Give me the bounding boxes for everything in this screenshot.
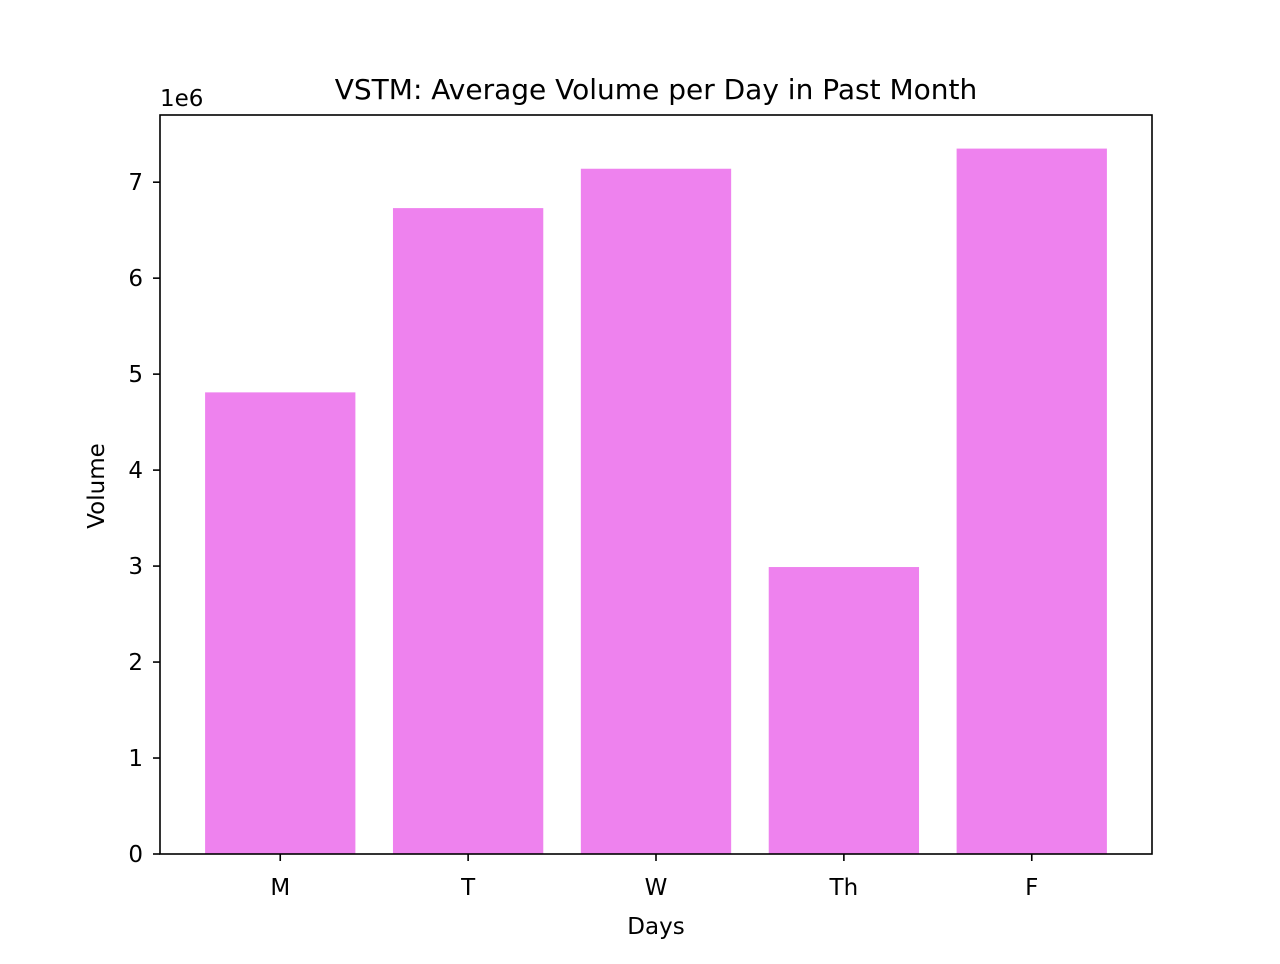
y-tick-label: 2 — [128, 650, 143, 676]
bar-m — [205, 392, 356, 854]
chart-title: VSTM: Average Volume per Day in Past Mon… — [335, 73, 977, 106]
y-axis-offset-label: 1e6 — [160, 86, 203, 112]
bars-layer — [205, 148, 1107, 855]
y-axis-ticks: 0 1 2 3 4 5 6 7 — [128, 170, 160, 868]
x-axis-label: Days — [627, 914, 684, 940]
x-tick-label: M — [270, 875, 290, 901]
plot-area-frame — [159, 114, 1153, 855]
x-tick-label: T — [460, 875, 476, 901]
x-tick-label: Th — [829, 875, 859, 901]
y-tick-label: 5 — [128, 362, 143, 388]
x-axis-ticks: M T W Th F — [270, 854, 1038, 901]
y-tick-label: 1 — [128, 746, 143, 772]
y-tick-label: 3 — [128, 554, 143, 580]
bar-t — [392, 208, 544, 855]
bar-f — [956, 148, 1107, 854]
y-tick-label: 0 — [128, 842, 143, 868]
y-tick-label: 6 — [128, 266, 143, 292]
bar-th — [768, 567, 920, 854]
y-tick-label: 4 — [128, 458, 143, 484]
bar-w — [580, 168, 732, 854]
x-tick-label: F — [1025, 875, 1038, 901]
x-tick-label: W — [645, 875, 668, 901]
y-tick-label: 7 — [128, 170, 143, 196]
y-axis-label: Volume — [84, 443, 110, 529]
